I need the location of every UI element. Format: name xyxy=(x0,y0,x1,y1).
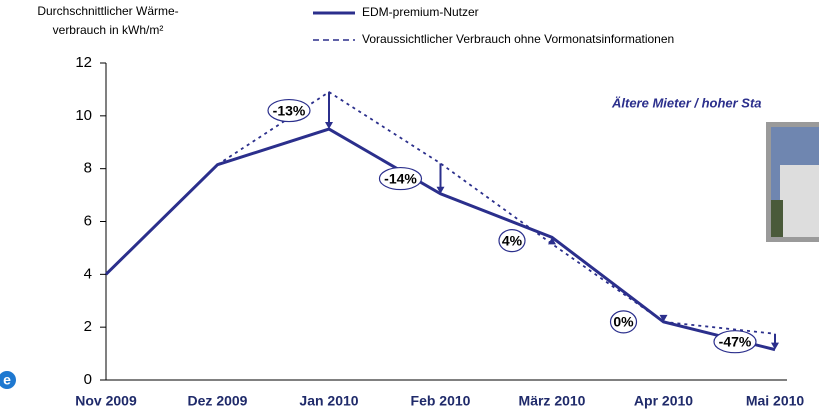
change-label: -47% xyxy=(719,333,752,349)
x-tick-label: März 2010 xyxy=(519,393,586,409)
legend-label: EDM-premium-Nutzer xyxy=(362,5,479,19)
x-tick-label: Feb 2010 xyxy=(411,393,471,409)
y-tick-label: 6 xyxy=(84,212,92,229)
svg-text:e: e xyxy=(3,372,11,388)
line xyxy=(218,92,776,334)
y-axis-title: verbrauch in kWh/m² xyxy=(53,23,164,37)
logo: e xyxy=(0,371,16,389)
change-arrowhead xyxy=(325,122,333,129)
line xyxy=(106,129,775,350)
change-label: 0% xyxy=(613,314,634,330)
x-tick-label: Nov 2009 xyxy=(75,393,137,409)
change-label: -14% xyxy=(384,170,417,186)
photo xyxy=(766,122,819,242)
annotation: Ältere Mieter / hoher Sta xyxy=(611,95,762,110)
y-axis-title: Durchschnittlicher Wärme- xyxy=(37,4,178,18)
chart: Durchschnittlicher Wärme- verbrauch in k… xyxy=(0,0,819,414)
x-tick-label: Jan 2010 xyxy=(299,393,358,409)
y-tick-label: 4 xyxy=(84,265,92,282)
y-tick-label: 12 xyxy=(75,54,92,71)
x-tick-label: Mai 2010 xyxy=(746,393,805,409)
y-tick-label: 2 xyxy=(84,318,92,335)
change-label: -13% xyxy=(273,102,306,118)
x-tick-label: Apr 2010 xyxy=(634,393,693,409)
y-tick-label: 8 xyxy=(84,160,92,177)
y-tick-label: 10 xyxy=(75,107,92,124)
x-tick-label: Dez 2009 xyxy=(188,393,248,409)
legend-label: Voraussichtlicher Verbrauch ohne Vormona… xyxy=(362,32,674,46)
change-label: 4% xyxy=(502,232,523,248)
y-tick-label: 0 xyxy=(84,371,92,388)
